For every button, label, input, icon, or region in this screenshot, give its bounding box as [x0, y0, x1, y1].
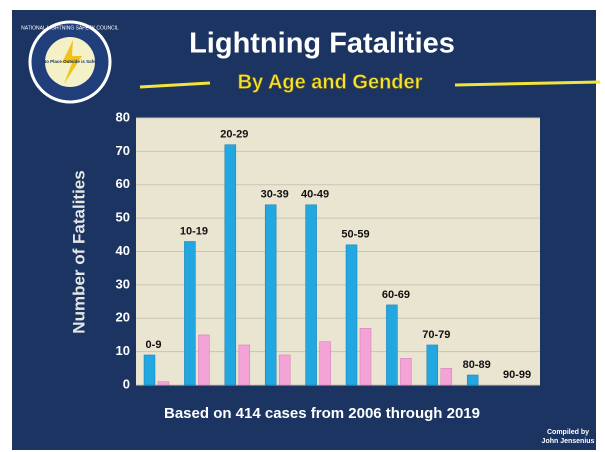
chart-subtitle: By Age and Gender [238, 71, 423, 93]
y-tick-label: 70 [116, 143, 130, 158]
bar [198, 334, 210, 386]
category-label: 20-29 [220, 129, 248, 141]
note: Based on 414 cases from 2006 through 201… [164, 405, 480, 422]
category-label: 60-69 [382, 289, 410, 301]
category-label: 40-49 [301, 189, 329, 201]
category-label: 50-59 [341, 229, 369, 241]
category-label: 90-99 [503, 369, 531, 381]
bar [264, 204, 277, 386]
decor-line [139, 81, 211, 89]
bar [143, 354, 156, 386]
bar [305, 204, 317, 386]
bar [184, 241, 196, 386]
bar [400, 358, 412, 386]
y-tick-label: 20 [116, 310, 130, 325]
logo-motto: No Place Outside is Safe! [43, 59, 98, 64]
credit: John Jensenius [542, 438, 595, 445]
category-label: 10-19 [180, 225, 208, 237]
bar [224, 144, 237, 386]
y-tick-label: 60 [116, 176, 130, 191]
category-label: 80-89 [463, 359, 491, 371]
bar [238, 344, 251, 386]
decor-line [454, 80, 601, 87]
logo-bolt [62, 40, 82, 84]
chart-title: Lightning Fatalities [189, 28, 455, 60]
y-tick-label: 40 [116, 243, 130, 258]
bar [345, 244, 358, 386]
bar [278, 354, 291, 386]
bar [426, 344, 439, 386]
y-tick-label: 10 [116, 343, 130, 358]
bar [359, 328, 372, 386]
logo: NATIONAL LIGHTNING SAFETY COUNCIL No Pla… [21, 20, 119, 104]
y-tick-label: 50 [116, 210, 130, 225]
category-label: 0-9 [146, 339, 162, 351]
y-tick-label: 0 [123, 376, 130, 391]
category-label: 30-39 [261, 189, 289, 201]
y-tick-label: 80 [116, 109, 130, 124]
bar [386, 304, 398, 386]
category-label: 70-79 [422, 329, 450, 341]
bar [440, 368, 453, 386]
bar [319, 341, 331, 386]
y-axis-label: Number of Fatalities [69, 170, 88, 333]
logo-text: NATIONAL LIGHTNING SAFETY COUNCIL [21, 25, 119, 31]
bar [157, 381, 170, 386]
bar [466, 374, 479, 386]
y-tick-label: 30 [116, 276, 130, 291]
credit: Compiled by [547, 429, 589, 436]
